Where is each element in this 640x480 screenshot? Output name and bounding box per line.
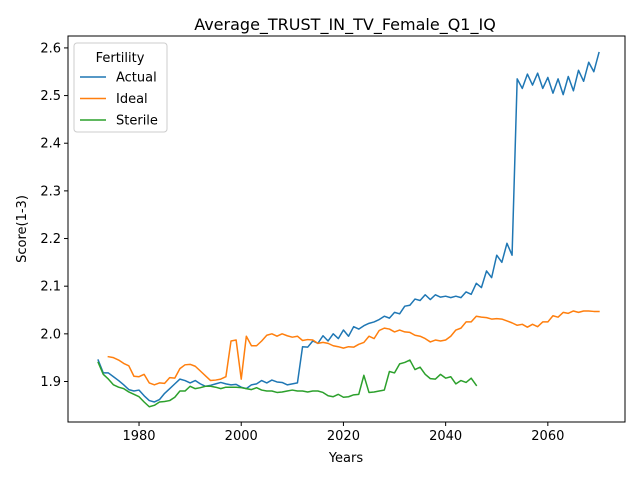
y-axis-label: Score(1-3)	[15, 195, 30, 263]
y-tick-label: 2.6	[40, 41, 61, 56]
y-tick-label: 1.9	[40, 375, 61, 390]
y-tick-label: 2.2	[40, 232, 61, 247]
x-tick-label: 1980	[122, 429, 155, 444]
chart-title: Average_TRUST_IN_TV_Female_Q1_IQ	[194, 15, 496, 35]
y-tick-label: 2.0	[40, 327, 61, 342]
series-line-sterile	[98, 360, 476, 407]
x-tick-label: 2000	[225, 429, 258, 444]
x-tick-label: 2060	[531, 429, 564, 444]
series-line-ideal	[108, 311, 599, 385]
legend-label-actual: Actual	[116, 71, 157, 86]
y-tick-label: 2.4	[40, 137, 61, 152]
y-tick-label: 2.5	[40, 89, 61, 104]
y-tick-label: 2.1	[40, 280, 61, 295]
legend-label-sterile: Sterile	[116, 114, 158, 129]
legend: Fertility Actual Ideal Sterile	[74, 43, 167, 132]
series-layer	[98, 53, 599, 407]
x-axis-label: Years	[328, 451, 364, 466]
legend-label-ideal: Ideal	[116, 92, 148, 107]
x-tick-label: 2020	[327, 429, 360, 444]
x-axis: 1980 2000 2020 2040 2060	[122, 422, 564, 444]
y-axis: 1.9 2.0 2.1 2.2 2.3 2.4 2.5 2.6	[40, 41, 68, 390]
y-tick-label: 2.3	[40, 184, 61, 199]
series-line-actual	[98, 53, 599, 402]
x-tick-label: 2040	[429, 429, 462, 444]
legend-title: Fertility	[96, 51, 145, 66]
